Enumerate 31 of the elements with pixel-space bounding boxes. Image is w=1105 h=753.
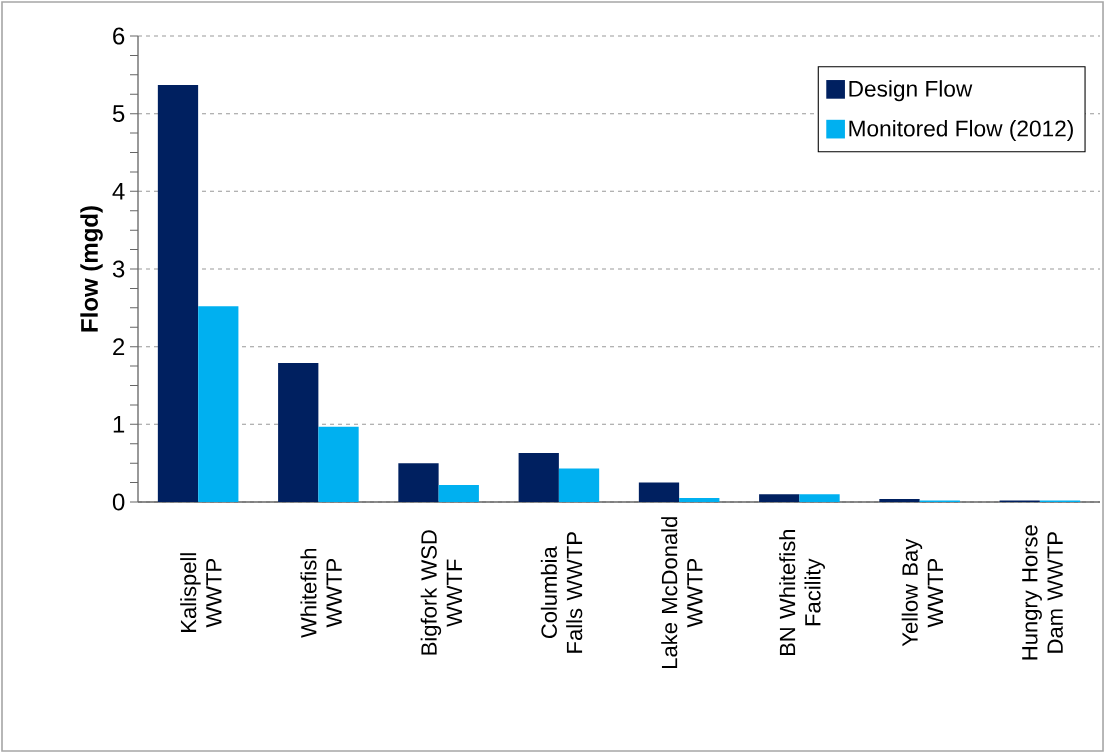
x-tick-label: Yellow Bay WWTP (901, 538, 943, 647)
x-tick-label: Kalispell WWTP (180, 553, 222, 632)
bar (879, 498, 920, 502)
legend-label: Monitored Flow (2012) (849, 119, 1073, 142)
bar (638, 482, 680, 502)
bar (157, 84, 199, 502)
x-tick-label: Hungry Horse Dam WWTP (1022, 525, 1063, 660)
y-axis-title: Flow (mgd) (80, 206, 103, 332)
y-tick-label: 5 (112, 105, 125, 123)
bar (278, 362, 319, 502)
bar (558, 468, 600, 502)
bar (679, 498, 720, 502)
y-tick-label: 6 (113, 27, 125, 45)
x-tick-label: Bigfork WSD WWTF (420, 530, 462, 655)
x-tick-label: Whitefish WWTP (300, 548, 342, 638)
y-tick-label: 3 (112, 260, 125, 278)
bar (799, 494, 840, 502)
y-tick-label: 4 (112, 183, 125, 200)
bar (198, 306, 239, 502)
bar (318, 426, 359, 502)
bar (759, 494, 800, 502)
bar (518, 453, 559, 502)
x-tick-label: Lake McDonald WWTP (661, 517, 703, 668)
x-tick-label: BN Whitefish Facility (779, 529, 825, 656)
y-tick-label: 1 (113, 416, 125, 433)
y-tick-label: 0 (112, 493, 125, 511)
x-tick-label: Columbia Falls WWTP (540, 532, 583, 653)
legend-label: Design Flow (849, 80, 973, 102)
bar (398, 463, 439, 502)
bar (438, 484, 479, 502)
y-tick-label: 2 (113, 338, 125, 356)
